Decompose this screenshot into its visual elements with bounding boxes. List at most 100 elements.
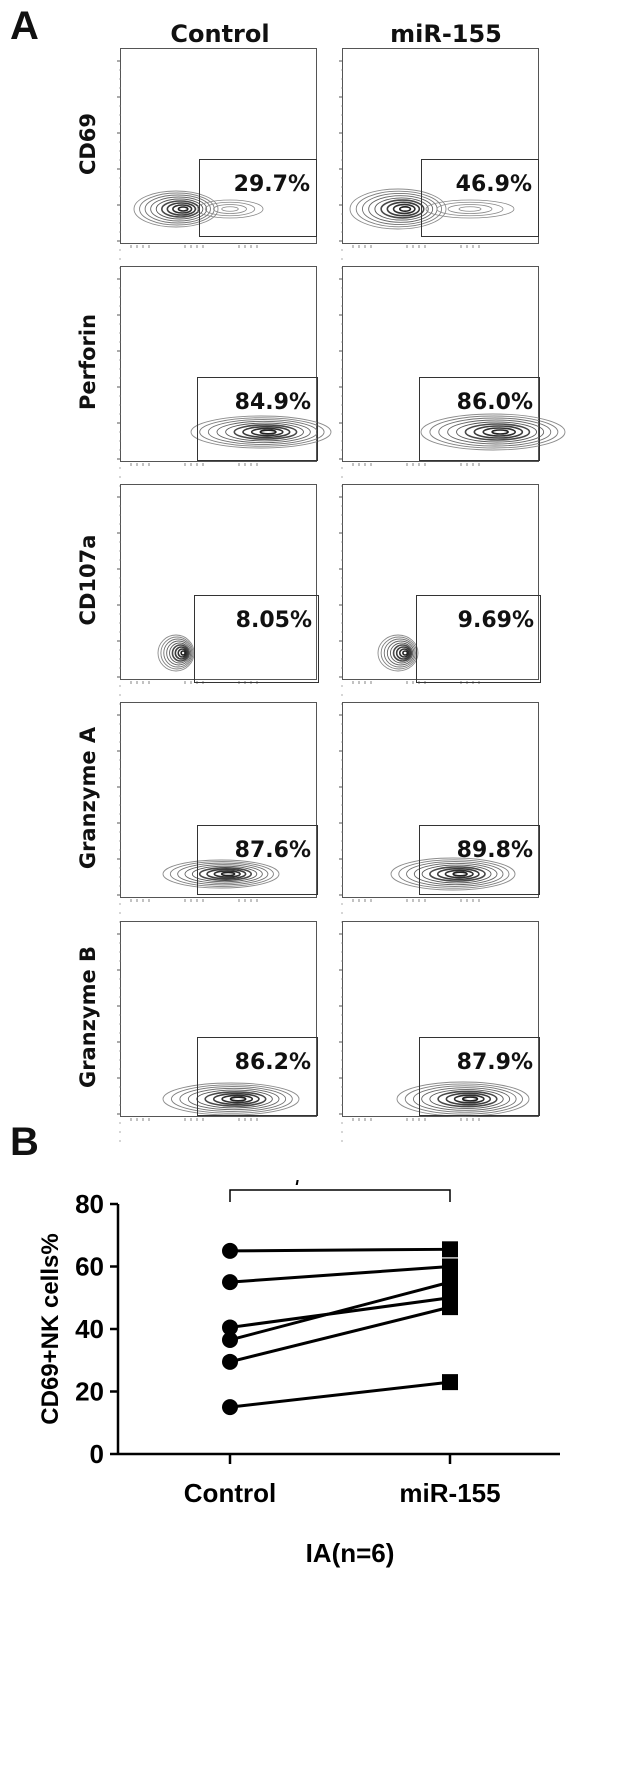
gate-box: 9.69%: [416, 595, 541, 683]
contour-ring: [436, 867, 480, 881]
contour-plot: [117, 714, 280, 923]
series-line: [229, 1280, 451, 1342]
contour-ring: [395, 646, 411, 660]
contour-ring: [196, 1089, 273, 1109]
flow-plot: 87.9%: [339, 921, 540, 1142]
contour-ring: [162, 859, 280, 889]
panel-a-label: A: [10, 4, 39, 48]
contour-ring: [259, 429, 277, 435]
contour-ring: [429, 866, 486, 882]
gate-percentage: 29.7%: [233, 172, 310, 197]
contour-ring: [198, 866, 253, 882]
gate-percentage: 86.0%: [456, 390, 533, 415]
contour-ring: [386, 201, 421, 217]
contour-ring: [429, 415, 559, 449]
flow-plot: 86.0%: [339, 266, 566, 487]
contour-ring: [377, 634, 419, 672]
column-header-mir155: miR-155: [390, 20, 502, 48]
contour-ring: [398, 205, 412, 213]
contour-ring: [389, 642, 414, 664]
data-point-control: [222, 1331, 238, 1348]
data-point-control: [222, 1319, 238, 1336]
gate-box: 86.0%: [419, 377, 540, 461]
contour-ring: [199, 417, 325, 447]
contour-ring: [204, 201, 256, 217]
contour-ring: [166, 202, 197, 216]
contour-plot: [339, 496, 480, 705]
gate-box: 87.9%: [419, 1037, 540, 1116]
contour-ring: [396, 1081, 530, 1117]
contour-ring: [453, 1094, 485, 1104]
data-point-mir155: [442, 1274, 458, 1291]
row-label-4: Granzyme B: [76, 945, 100, 1089]
contour-ring: [398, 648, 410, 658]
contour-ring: [374, 197, 429, 221]
contour-ring: [355, 190, 443, 228]
contour-plot: [117, 496, 258, 705]
contour-ring: [212, 1092, 260, 1106]
contour-plot: [339, 60, 515, 269]
contour-ring: [386, 640, 415, 666]
gate-percentage: 87.9%: [456, 1050, 533, 1075]
contour-ring: [150, 196, 208, 222]
contour-ring: [163, 638, 193, 668]
row-label-0: CD69: [76, 112, 100, 176]
contour-ring: [420, 413, 566, 451]
contour-ring: [177, 206, 189, 212]
flow-plot: 86.2%: [117, 921, 318, 1142]
contour-ring: [421, 864, 492, 884]
contour-ring: [180, 650, 186, 656]
y-axis-title: CD69+NK cells%: [37, 1233, 64, 1424]
gate-percentage: 87.6%: [234, 838, 311, 863]
series-line: [229, 1247, 451, 1253]
contour-ring: [461, 1096, 479, 1102]
contour-ring: [191, 865, 258, 883]
significance-bracket: [229, 1189, 451, 1202]
panel-b-label: B: [10, 1120, 39, 1164]
contour-ring: [456, 421, 538, 443]
gate-box: 46.9%: [421, 159, 539, 237]
y-tick-label: 0: [90, 1439, 104, 1469]
flow-plot: 29.7%: [117, 48, 317, 269]
contour-ring: [166, 640, 192, 666]
gate-percentage: 9.69%: [457, 608, 534, 633]
contour-ring: [349, 188, 447, 230]
contour-ring: [398, 859, 510, 889]
series-line: [229, 1296, 451, 1329]
contour-ring: [184, 864, 263, 884]
contour-ring: [473, 425, 524, 439]
contour-ring: [392, 644, 413, 662]
contour-ring: [169, 861, 274, 887]
y-tick-label: 60: [75, 1252, 104, 1282]
contour-ring: [445, 1092, 492, 1106]
contour-ring: [491, 429, 509, 435]
contour-ring: [429, 1089, 504, 1109]
contour-ring: [464, 423, 531, 441]
row-label-1: Perforin: [76, 313, 100, 411]
contour-ring: [452, 871, 468, 877]
gate-box: 87.6%: [197, 825, 318, 895]
contour-ring: [221, 206, 239, 212]
data-point-control: [222, 1274, 238, 1291]
contour-ring: [213, 204, 247, 214]
contour-ring: [383, 638, 416, 668]
contour-ring: [233, 424, 298, 440]
gate-box: 29.7%: [199, 159, 317, 237]
contour-ring: [155, 198, 204, 220]
series-line: [229, 1305, 451, 1364]
x-tick-label: miR-155: [399, 1478, 500, 1508]
x-tick-label: Control: [184, 1478, 276, 1508]
contour-ring: [458, 206, 482, 212]
contour-ring: [190, 415, 332, 449]
contour-ring: [436, 201, 504, 217]
gate-box: 84.9%: [197, 377, 318, 461]
gate-box: 8.05%: [194, 595, 319, 683]
contour-ring: [169, 642, 191, 664]
contour-ring: [179, 1086, 287, 1112]
contour-plot: [339, 278, 566, 487]
flow-plot: 84.9%: [117, 266, 332, 487]
contour-ring: [421, 1087, 511, 1111]
data-point-mir155: [442, 1374, 458, 1391]
contour-ring: [392, 203, 416, 215]
column-header-control: Control: [170, 20, 270, 48]
